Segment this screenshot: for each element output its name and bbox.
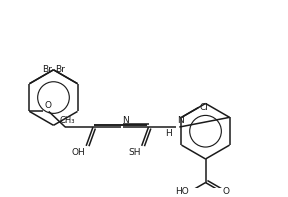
Text: N: N bbox=[122, 116, 129, 125]
Text: H: H bbox=[165, 129, 172, 138]
Text: N: N bbox=[177, 116, 184, 125]
Text: O: O bbox=[222, 187, 229, 196]
Text: HO: HO bbox=[175, 187, 189, 196]
Text: OH: OH bbox=[71, 148, 85, 157]
Text: O: O bbox=[45, 101, 52, 110]
Text: Br: Br bbox=[55, 65, 65, 74]
Text: Cl: Cl bbox=[200, 103, 209, 112]
Text: SH: SH bbox=[128, 148, 141, 157]
Text: CH₃: CH₃ bbox=[60, 116, 75, 125]
Text: Br: Br bbox=[42, 65, 52, 74]
